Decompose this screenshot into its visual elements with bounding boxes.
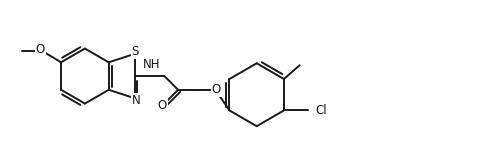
Text: N: N (131, 94, 140, 107)
Text: O: O (158, 99, 167, 112)
Text: Cl: Cl (315, 104, 327, 117)
Text: O: O (212, 83, 221, 96)
Text: O: O (36, 43, 45, 56)
Text: NH: NH (143, 58, 161, 71)
Text: S: S (131, 45, 139, 58)
